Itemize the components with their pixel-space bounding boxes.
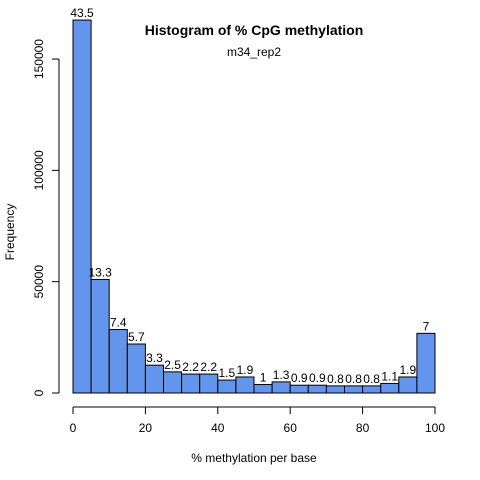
y-tick-label: 100000 bbox=[32, 150, 46, 190]
histogram-bar bbox=[289, 384, 309, 394]
x-tick-label: 80 bbox=[356, 421, 370, 435]
bar-value-label: 1.3 bbox=[273, 368, 290, 382]
bar-value-label: 0.8 bbox=[345, 372, 362, 386]
histogram-bar bbox=[72, 19, 92, 394]
y-tick-label: 50000 bbox=[32, 265, 46, 299]
x-tick-label: 20 bbox=[139, 421, 153, 435]
histogram-bar bbox=[181, 373, 201, 394]
histogram-bar bbox=[307, 384, 327, 394]
histogram-bar bbox=[344, 385, 364, 394]
x-axis: 0 20 40 60 80 100 bbox=[70, 406, 445, 435]
histogram-bar bbox=[325, 385, 345, 394]
bar-value-label: 2.5 bbox=[164, 358, 181, 372]
x-tick-label: 100 bbox=[425, 421, 445, 435]
histogram-bar bbox=[126, 343, 146, 394]
histogram-bar bbox=[163, 371, 183, 394]
chart-subtitle: m34_rep2 bbox=[227, 45, 281, 59]
bar-value-label: 1.9 bbox=[400, 363, 417, 377]
bar-value-label: 1.9 bbox=[237, 363, 254, 377]
bar-value-label: 7 bbox=[423, 319, 430, 333]
bar-value-label: 5.7 bbox=[128, 330, 145, 344]
x-tick-label: 0 bbox=[70, 421, 77, 435]
x-tick-label: 40 bbox=[211, 421, 225, 435]
histogram-bar bbox=[362, 385, 382, 394]
histogram-bar bbox=[199, 373, 219, 394]
histogram-bar bbox=[90, 278, 110, 394]
bar-value-label: 3.3 bbox=[146, 351, 163, 365]
histogram-bar bbox=[253, 384, 273, 394]
bar-value-label: 43.5 bbox=[70, 6, 94, 20]
histogram-bar bbox=[271, 381, 291, 394]
histogram-bar bbox=[235, 376, 255, 394]
bar-value-label: 2.2 bbox=[182, 360, 199, 374]
bar-value-label: 0.9 bbox=[291, 371, 308, 385]
y-tick-label: 0 bbox=[32, 389, 46, 396]
chart-title: Histogram of % CpG methylation bbox=[145, 22, 364, 38]
bar-value-label: 7.4 bbox=[110, 316, 127, 330]
histogram-bar bbox=[217, 379, 237, 394]
histogram-bar bbox=[144, 364, 164, 394]
bar-value-label: 0.8 bbox=[327, 372, 344, 386]
bar-value-label: 1 bbox=[260, 371, 267, 385]
bar-value-label: 1.1 bbox=[381, 369, 398, 383]
bar-value-label: 2.2 bbox=[200, 360, 217, 374]
histogram-bar bbox=[108, 329, 128, 394]
x-axis-label: % methylation per base bbox=[191, 451, 317, 465]
histogram-bar bbox=[380, 382, 400, 394]
histogram-bar bbox=[416, 332, 436, 394]
y-axis-label: Frequency bbox=[3, 204, 17, 261]
bar-value-label: 0.9 bbox=[309, 371, 326, 385]
bar-value-label: 0.8 bbox=[363, 372, 380, 386]
y-tick-label: 150000 bbox=[32, 39, 46, 79]
bars-group bbox=[72, 19, 436, 394]
bar-value-label: 1.5 bbox=[219, 366, 236, 380]
histogram-bar bbox=[398, 376, 418, 394]
y-axis: 0 50000 100000 150000 bbox=[32, 39, 60, 396]
x-tick-label: 60 bbox=[284, 421, 298, 435]
bar-value-label: 13.3 bbox=[88, 265, 112, 279]
bar-labels-group: 43.513.37.45.73.3 2.5 2.2 2.2 1.5 1.91 1.3 0.9 0… bbox=[70, 6, 429, 386]
